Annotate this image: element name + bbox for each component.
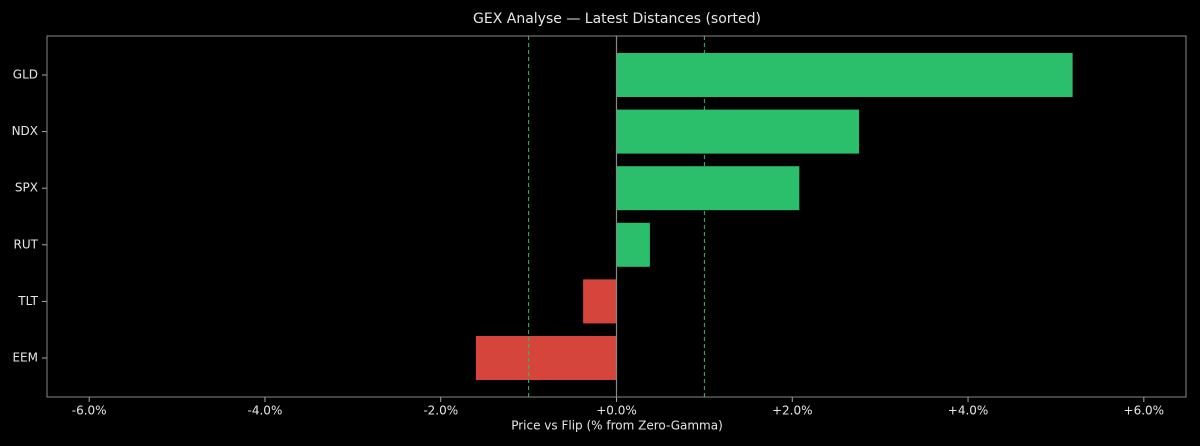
x-tick-label: -2.0% — [423, 404, 458, 418]
x-tick-label: +2.0% — [772, 404, 813, 418]
bar — [616, 109, 860, 154]
x-tick-label: +0.0% — [596, 404, 637, 418]
x-tick-label: +4.0% — [948, 404, 989, 418]
y-tick-label: EEM — [12, 351, 38, 365]
chart-title: GEX Analyse — Latest Distances (sorted) — [473, 11, 761, 27]
x-axis-label: Price vs Flip (% from Zero-Gamma) — [511, 419, 723, 433]
y-tick-label: RUT — [14, 237, 39, 251]
bar — [616, 222, 650, 267]
x-tick-label: -6.0% — [72, 404, 107, 418]
y-tick-label: NDX — [12, 124, 38, 138]
y-tick-label: GLD — [13, 68, 38, 82]
bar — [616, 166, 800, 211]
bar — [583, 279, 617, 324]
bar — [616, 53, 1073, 97]
x-tick-label: -4.0% — [248, 404, 283, 418]
x-tick-label: +6.0% — [1124, 404, 1165, 418]
y-tick-label: TLT — [17, 294, 38, 308]
plot-frame — [46, 35, 1187, 398]
bar — [475, 336, 617, 380]
y-tick-label: SPX — [15, 181, 38, 195]
